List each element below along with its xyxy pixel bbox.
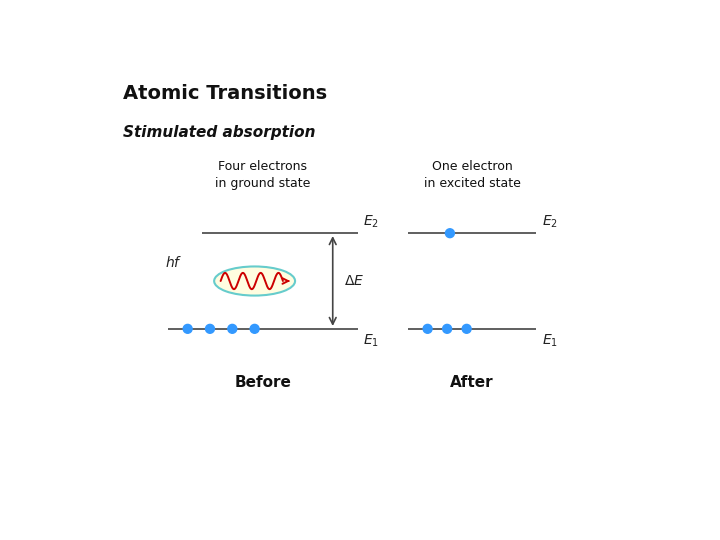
Text: $E_2$: $E_2$ xyxy=(364,213,379,230)
Ellipse shape xyxy=(228,325,237,333)
Text: $hf$: $hf$ xyxy=(165,255,182,270)
Text: After: After xyxy=(451,375,494,389)
Ellipse shape xyxy=(423,325,432,333)
Ellipse shape xyxy=(250,325,259,333)
Text: Stimulated absorption: Stimulated absorption xyxy=(124,125,316,140)
Ellipse shape xyxy=(205,325,215,333)
Ellipse shape xyxy=(214,266,295,295)
Text: $\Delta E$: $\Delta E$ xyxy=(344,274,364,288)
Text: Atomic Transitions: Atomic Transitions xyxy=(124,84,328,103)
Text: $E_1$: $E_1$ xyxy=(542,333,558,349)
Text: $E_2$: $E_2$ xyxy=(542,213,558,230)
Text: One electron
in excited state: One electron in excited state xyxy=(424,160,521,191)
Ellipse shape xyxy=(183,325,192,333)
Ellipse shape xyxy=(446,229,454,238)
Ellipse shape xyxy=(462,325,471,333)
Text: Four electrons
in ground state: Four electrons in ground state xyxy=(215,160,310,191)
Text: $E_1$: $E_1$ xyxy=(364,333,379,349)
Ellipse shape xyxy=(443,325,451,333)
Text: Before: Before xyxy=(235,375,292,389)
